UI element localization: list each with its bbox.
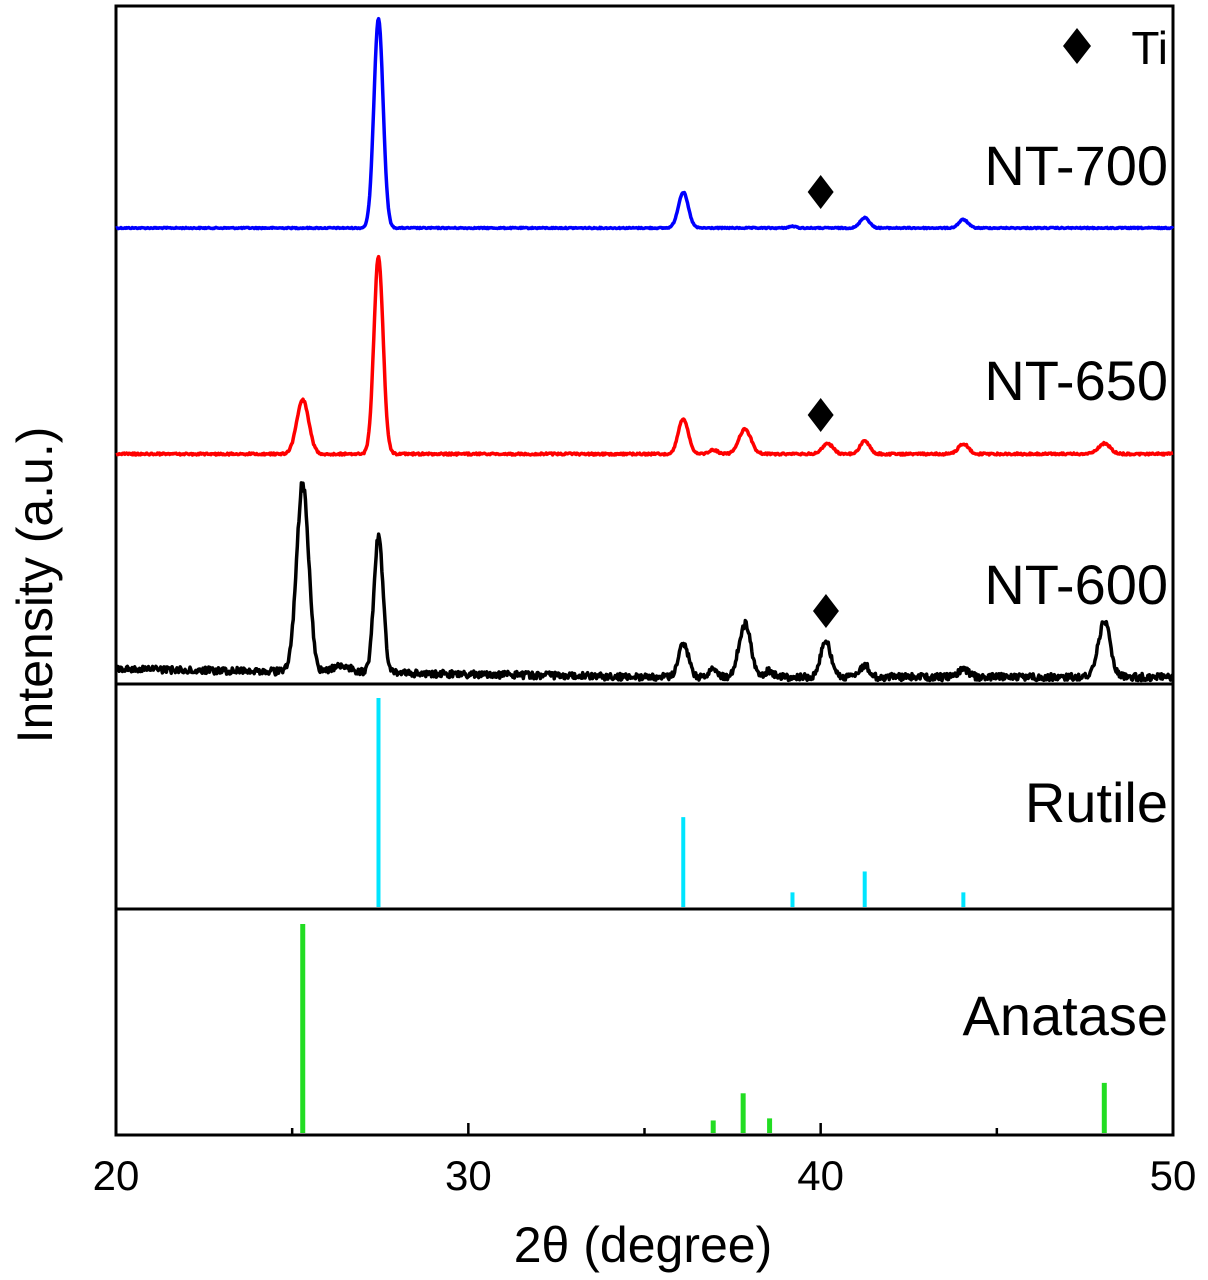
x-axis-ticks: 20 30 40 50 (93, 1123, 1197, 1199)
legend-label: Ti (1131, 22, 1168, 74)
y-axis-label: Intensity (a.u.) (7, 427, 63, 744)
series-label-nt-600: NT-600 (984, 553, 1168, 616)
series-line-nt-600 (114, 481, 1175, 683)
panel-label-anatase: Anatase (963, 984, 1169, 1047)
x-tick-label-40: 40 (797, 1152, 844, 1199)
plot-series (114, 16, 1175, 1133)
panel-frame-rutile (114, 682, 1175, 911)
x-tick-label-50: 50 (1150, 1152, 1197, 1199)
x-axis-label: 2θ (degree) (514, 1217, 773, 1273)
labels-layer: 2θ (degree) Intensity (a.u.) Ti NT-700 NT… (7, 22, 1168, 1273)
ti-marker-nt-600-icon (812, 594, 839, 628)
ti-marker-nt-700-icon (807, 175, 834, 209)
series-line-nt-650 (115, 254, 1174, 457)
series-label-nt-650: NT-650 (984, 349, 1168, 412)
x-tick-label-20: 20 (93, 1152, 140, 1199)
series-line-nt-700 (115, 16, 1175, 231)
series-label-nt-700: NT-700 (984, 134, 1168, 197)
ti-marker-nt-650-icon (807, 398, 834, 432)
panel-label-rutile: Rutile (1025, 771, 1168, 834)
legend-diamond-icon (1063, 28, 1091, 64)
x-tick-label-30: 30 (445, 1152, 492, 1199)
